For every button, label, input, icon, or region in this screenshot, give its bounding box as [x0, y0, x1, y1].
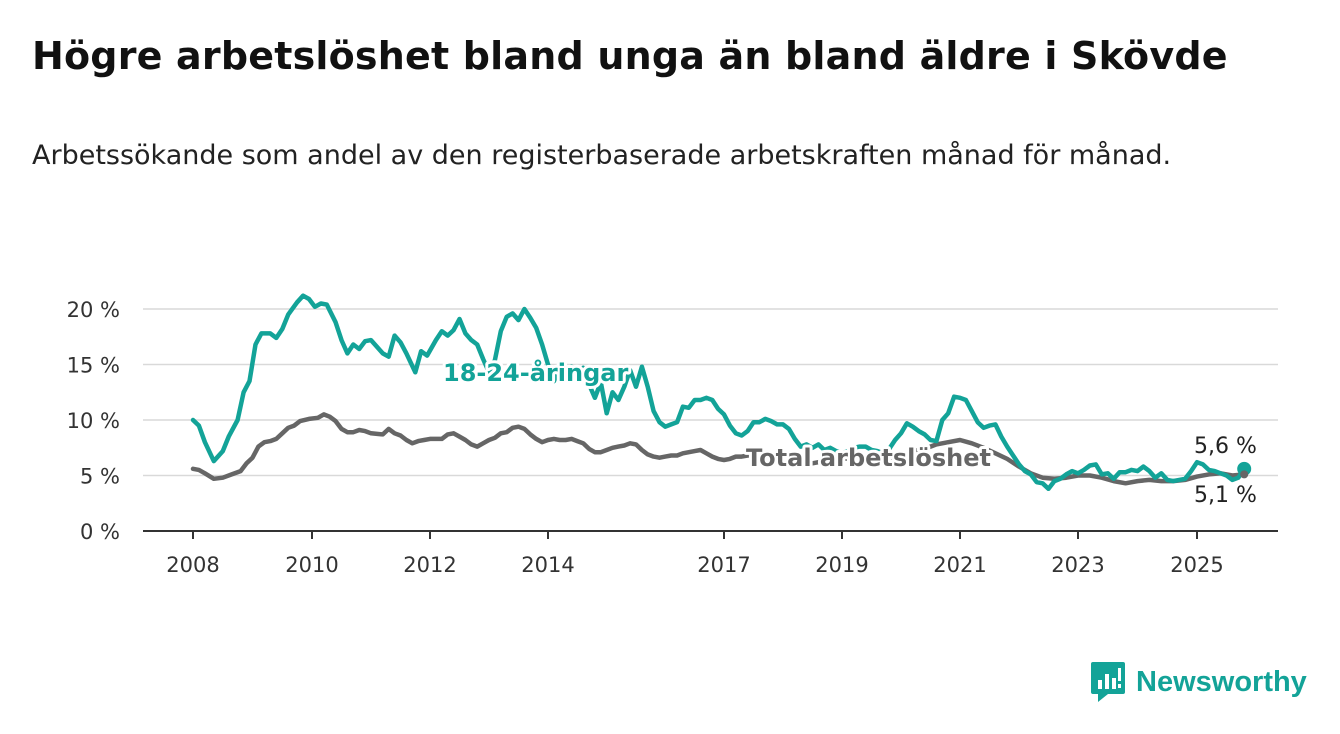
y-tick-label: 15 %	[67, 354, 120, 378]
series-label-youth: 18-24-åringar	[443, 358, 628, 387]
y-tick-label: 10 %	[67, 409, 120, 433]
brand-name: Newsworthy	[1136, 665, 1307, 698]
x-tick-label: 2010	[285, 553, 338, 577]
end-label-youth: 5,6 %	[1194, 434, 1257, 459]
series-label-total: Total arbetslöshet	[746, 444, 991, 472]
y-tick-label: 20 %	[67, 298, 120, 322]
x-tick-label: 2023	[1051, 553, 1104, 577]
y-tick-label: 5 %	[80, 465, 120, 489]
end-label-total: 5,1 %	[1194, 483, 1257, 508]
x-tick-label: 2012	[403, 553, 456, 577]
gridlines	[143, 308, 1278, 477]
series-labels: 18-24-åringar Total arbetslöshet 5,6 % 5…	[440, 355, 1257, 508]
page-subtitle: Arbetssökande som andel av den registerb…	[32, 140, 1172, 171]
page-title: Högre arbetslöshet bland unga än bland ä…	[32, 34, 1228, 78]
y-axis-ticks: 0 % 5 % 10 % 15 % 20 %	[67, 298, 120, 544]
x-tick-label: 2017	[697, 553, 750, 577]
newsworthy-logo-icon	[1091, 662, 1125, 702]
x-tick-label: 2008	[166, 553, 219, 577]
series-lines	[190, 293, 1252, 492]
x-tick-label: 2021	[933, 553, 986, 577]
end-point-youth	[1237, 461, 1252, 476]
series-line-total	[190, 412, 1247, 486]
y-tick-label: 0 %	[80, 520, 120, 544]
x-axis-ticks: 2008 2010 2012 2014 2017 2019 2021 2023 2025	[166, 531, 1224, 577]
series-line-youth	[190, 293, 1247, 492]
x-tick-label: 2014	[521, 553, 574, 577]
x-tick-label: 2019	[815, 553, 868, 577]
brand-logo: Newsworthy	[1090, 660, 1307, 704]
end-point-total	[1240, 470, 1249, 479]
x-tick-label: 2025	[1170, 553, 1223, 577]
